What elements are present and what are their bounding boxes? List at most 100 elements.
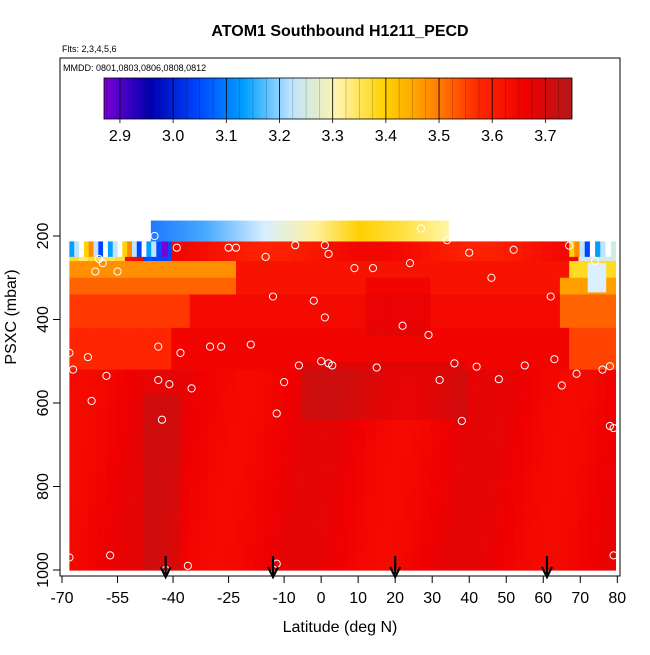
- heatmap-cell: [78, 403, 89, 412]
- heatmap-cell: [374, 377, 385, 387]
- heatmap-cell: [291, 386, 302, 396]
- heatmap-cell: [522, 377, 533, 387]
- heatmap-cell: [273, 428, 283, 437]
- heatmap-cell: [198, 311, 209, 321]
- heatmap-cell: [198, 286, 209, 296]
- heatmap-cell: [245, 403, 256, 412]
- heatmap-cell: [411, 428, 422, 437]
- heatmap-cell: [245, 419, 256, 429]
- heatmap-cell: [421, 444, 431, 454]
- heatmap-cell: [393, 352, 404, 362]
- heatmap-cell: [587, 486, 598, 496]
- heatmap-cell: [559, 294, 570, 304]
- heatmap-cell: [254, 461, 265, 471]
- heatmap-cell: [356, 478, 367, 488]
- heatmap-cell: [254, 302, 265, 312]
- heatmap-cell: [87, 311, 98, 321]
- heatmap-cell: [522, 269, 533, 279]
- heatmap-cell: [134, 453, 145, 463]
- heatmap-cell: [217, 428, 228, 437]
- heatmap-cell: [393, 436, 404, 446]
- dates-label: MMDD: 0801,0803,0806,0808,0812: [63, 63, 206, 73]
- heatmap-cell: [124, 252, 135, 262]
- heatmap-cell: [337, 277, 348, 287]
- heatmap-cell: [411, 561, 422, 571]
- heatmap-cell: [532, 319, 543, 329]
- heatmap-cell: [300, 369, 311, 379]
- heatmap-cell: [97, 269, 108, 279]
- heatmap-cell: [365, 286, 376, 296]
- heatmap-cell: [589, 241, 596, 257]
- heatmap-cell: [131, 241, 138, 257]
- heatmap-cell: [143, 403, 154, 412]
- heatmap-cell: [235, 453, 246, 463]
- heatmap-cell: [226, 553, 237, 563]
- heatmap-cell: [180, 469, 191, 479]
- heatmap-cell: [273, 286, 283, 296]
- heatmap-cell: [550, 394, 561, 404]
- heatmap-cell: [374, 294, 385, 304]
- heatmap-cell: [513, 419, 524, 429]
- heatmap-cell: [587, 494, 598, 504]
- heatmap-cell: [504, 269, 515, 279]
- heatmap-cell: [69, 311, 80, 321]
- heatmap-cell: [495, 519, 505, 529]
- heatmap-cell: [559, 302, 570, 312]
- heatmap-cell: [439, 327, 450, 337]
- heatmap-cell: [550, 319, 561, 329]
- heatmap-cell: [291, 561, 302, 571]
- heatmap-cell: [458, 302, 468, 312]
- heatmap-cell: [180, 241, 191, 254]
- heatmap-cell: [356, 369, 367, 379]
- heatmap-cell: [402, 269, 413, 279]
- heatmap-cell: [319, 327, 330, 337]
- heatmap-cell: [291, 536, 302, 546]
- heatmap-cell: [365, 377, 376, 387]
- heatmap-cell: [300, 519, 311, 529]
- heatmap-cell: [124, 361, 135, 371]
- heatmap-cell: [374, 444, 385, 454]
- heatmap-cell: [485, 277, 496, 287]
- heatmap-cell: [134, 419, 145, 429]
- heatmap-cell: [513, 361, 524, 371]
- heatmap-cell: [291, 444, 302, 454]
- heatmap-cell: [208, 428, 219, 437]
- heatmap-cell: [161, 469, 172, 479]
- heatmap-cell: [448, 553, 459, 563]
- heatmap-cell: [467, 478, 478, 488]
- heatmap-cell: [300, 419, 311, 429]
- heatmap-cell: [448, 302, 459, 312]
- heatmap-cell: [559, 327, 570, 337]
- stratosphere-band: [150, 220, 449, 242]
- heatmap-cell: [226, 494, 237, 504]
- heatmap-cell: [356, 411, 367, 421]
- sample-point: [372, 363, 381, 372]
- heatmap-cell: [458, 494, 468, 504]
- heatmap-cell: [513, 241, 524, 254]
- heatmap-cell: [152, 403, 163, 412]
- heatmap-cell: [569, 319, 580, 329]
- heatmap-cell: [245, 369, 256, 379]
- heatmap-cell: [578, 544, 589, 554]
- heatmap-cell: [124, 327, 135, 337]
- heatmap-cell: [606, 386, 617, 396]
- heatmap-cell: [476, 436, 487, 446]
- heatmap-cell: [421, 453, 431, 463]
- heatmap-cell: [504, 319, 515, 329]
- heatmap-cell: [476, 377, 487, 387]
- heatmap-cell: [532, 344, 543, 354]
- heatmap-cell: [282, 344, 293, 354]
- heatmap-cell: [476, 469, 487, 479]
- heatmap-cell: [189, 519, 200, 529]
- heatmap-cell: [411, 344, 422, 354]
- heatmap-cell: [411, 394, 422, 404]
- heatmap-cell: [356, 494, 367, 504]
- heatmap-cell: [189, 453, 200, 463]
- heatmap-cell: [319, 469, 330, 479]
- heatmap-cell: [365, 277, 376, 287]
- heatmap-cell: [541, 486, 552, 496]
- heatmap-cell: [319, 344, 330, 354]
- heatmap-cell: [495, 428, 505, 437]
- heatmap-cell: [106, 369, 117, 379]
- sample-point: [572, 369, 581, 378]
